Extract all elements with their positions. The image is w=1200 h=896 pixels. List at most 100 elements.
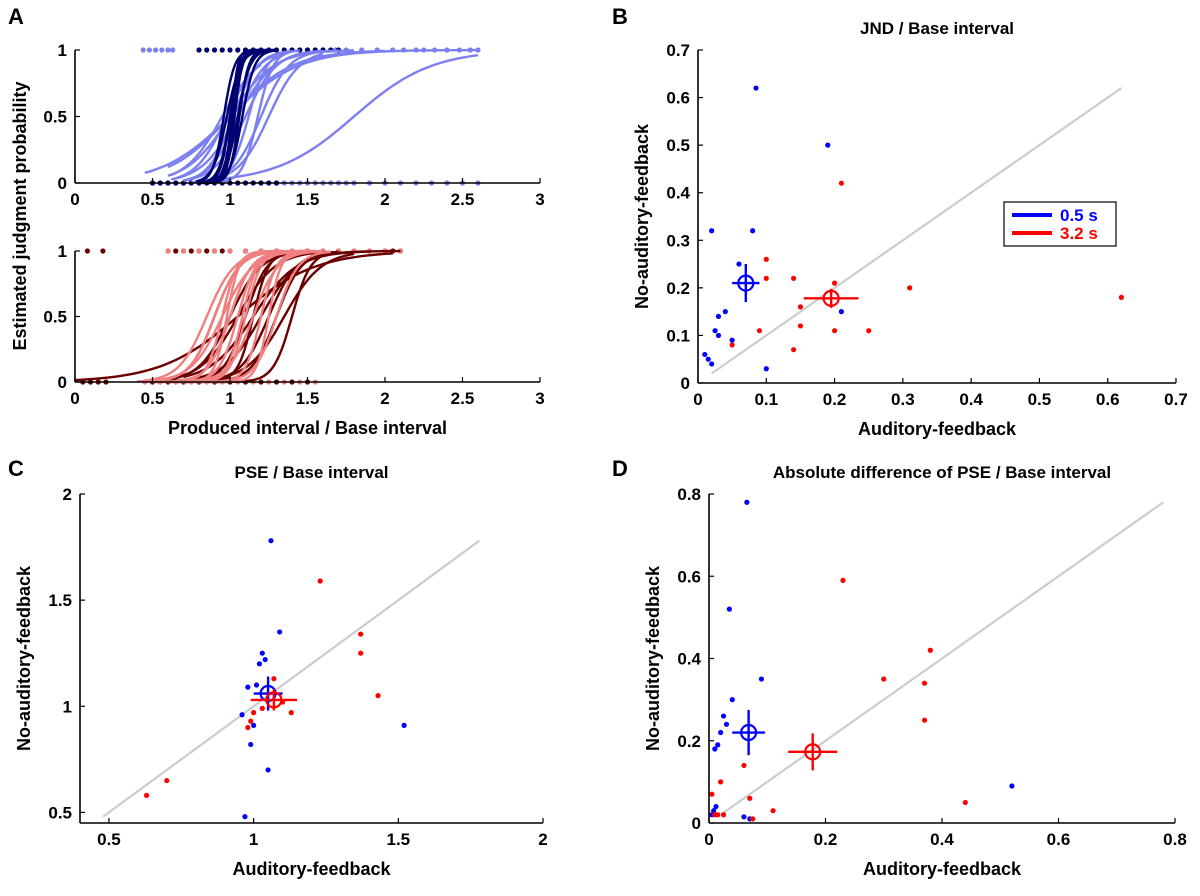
response-dot xyxy=(242,248,249,254)
data-point-blue xyxy=(726,606,732,612)
data-point-blue xyxy=(711,808,717,814)
x-tick-label: 0.7 xyxy=(1164,390,1188,409)
y-axis-label: No-auditory-feedback xyxy=(14,565,34,751)
y-tick-label: 0.5 xyxy=(48,803,72,822)
x-tick-label: 2 xyxy=(380,190,389,209)
psychometric-curve xyxy=(175,250,331,379)
x-tick-label: 0.2 xyxy=(823,390,847,409)
x-tick-label: 1.5 xyxy=(296,190,320,209)
data-point-blue xyxy=(741,814,747,820)
x-axis-label: Produced interval / Base interval xyxy=(168,418,447,438)
x-tick-label: 1.5 xyxy=(296,389,320,408)
data-point-red xyxy=(881,676,887,682)
data-point-red xyxy=(271,676,277,682)
response-dot xyxy=(235,47,241,53)
data-point-red xyxy=(866,328,872,334)
x-tick-label: 1 xyxy=(225,190,234,209)
data-point-blue xyxy=(736,261,742,267)
data-point-blue xyxy=(256,661,263,667)
data-point-blue xyxy=(401,722,407,728)
psychometric-curve xyxy=(198,48,269,183)
mean-marker-blue xyxy=(737,274,755,292)
data-point-blue xyxy=(744,499,750,505)
chart-title: Absolute difference of PSE / Base interv… xyxy=(773,463,1111,482)
data-point-blue xyxy=(715,313,722,319)
y-axis-label: Estimated judgment probability xyxy=(10,81,30,350)
panel-a-top: 0 0.5 1 1.5 2 2.5 3 0 0.5 1 Estimated judgment pro… xyxy=(10,41,545,351)
panel-a-bottom: 0 0.5 1 1.5 2 2.5 3 0 0.5 1 Produced interval / Ba… xyxy=(43,242,544,438)
response-dot xyxy=(165,248,171,254)
data-point-blue xyxy=(838,309,845,315)
data-point-red xyxy=(358,650,364,656)
data-point-blue xyxy=(753,85,759,91)
y-tick-label: 0.2 xyxy=(666,279,690,298)
x-tick-label: 0.3 xyxy=(891,390,915,409)
data-point-red xyxy=(840,577,846,583)
y-tick-label: 0 xyxy=(58,174,67,193)
chart-title: PSE / Base interval xyxy=(234,463,388,482)
data-point-red xyxy=(921,680,928,686)
data-point-red xyxy=(718,779,724,785)
chart-title: JND / Base interval xyxy=(860,19,1014,38)
response-dot xyxy=(196,47,202,53)
x-tick-label: 3 xyxy=(535,389,544,408)
y-tick-label: 0.3 xyxy=(666,231,690,250)
data-point-red xyxy=(164,777,170,784)
response-dot xyxy=(227,47,233,53)
data-point-blue xyxy=(245,684,251,690)
data-point-red xyxy=(248,718,254,724)
x-tick-label: 0.4 xyxy=(930,830,954,849)
response-dot xyxy=(204,47,210,53)
x-tick-label: 0.1 xyxy=(754,390,778,409)
response-dot xyxy=(100,248,106,254)
data-point-blue xyxy=(825,142,831,148)
x-tick-label: 0 xyxy=(693,390,702,409)
y-tick-label: 2 xyxy=(63,485,72,504)
response-dot xyxy=(219,248,225,254)
response-dot xyxy=(140,47,146,53)
data-point-blue xyxy=(262,656,268,663)
psychometric-curve xyxy=(144,250,292,382)
x-axis-label: Auditory-feedback xyxy=(858,419,1017,439)
data-point-red xyxy=(831,280,838,286)
data-point-blue xyxy=(709,361,715,367)
psychometric-curve xyxy=(214,49,300,184)
data-point-blue xyxy=(729,697,735,703)
data-point-blue xyxy=(729,337,735,343)
panel-letter-b: B xyxy=(612,4,628,29)
panel-letter-a: A xyxy=(8,4,24,29)
x-tick-label: 0.4 xyxy=(959,390,983,409)
data-point-blue xyxy=(251,722,257,728)
data-point-red xyxy=(720,812,727,818)
y-axis-label: No-auditory-feedback xyxy=(632,123,652,309)
data-point-red xyxy=(729,342,735,348)
data-point-blue xyxy=(718,729,724,736)
data-point-red xyxy=(288,710,294,716)
data-point-blue xyxy=(253,682,260,688)
data-point-red xyxy=(259,705,265,711)
data-point-red xyxy=(797,323,804,329)
response-dot xyxy=(188,248,194,254)
y-tick-label: 0.6 xyxy=(666,89,690,108)
response-dot xyxy=(153,47,159,53)
data-point-red xyxy=(709,791,715,797)
data-point-blue xyxy=(720,713,727,719)
data-point-blue xyxy=(265,767,271,773)
data-point-red xyxy=(797,304,804,310)
x-tick-label: 0 xyxy=(704,830,713,849)
x-tick-label: 0.5 xyxy=(97,830,121,849)
panel-letter-d: D xyxy=(612,456,628,481)
data-point-blue xyxy=(239,712,245,718)
data-point-blue xyxy=(709,228,715,234)
legend-label-blue: 0.5 s xyxy=(1060,206,1098,225)
data-point-red xyxy=(962,799,968,806)
x-tick-label: 1.5 xyxy=(386,830,410,849)
response-dot xyxy=(84,248,90,254)
data-point-red xyxy=(251,710,257,716)
mean-marker-red xyxy=(822,289,840,307)
x-tick-label: 0 xyxy=(70,190,79,209)
identity-line xyxy=(720,501,1164,816)
data-point-blue xyxy=(705,356,711,362)
y-tick-label: 0.8 xyxy=(677,485,701,504)
data-point-red xyxy=(375,693,381,699)
